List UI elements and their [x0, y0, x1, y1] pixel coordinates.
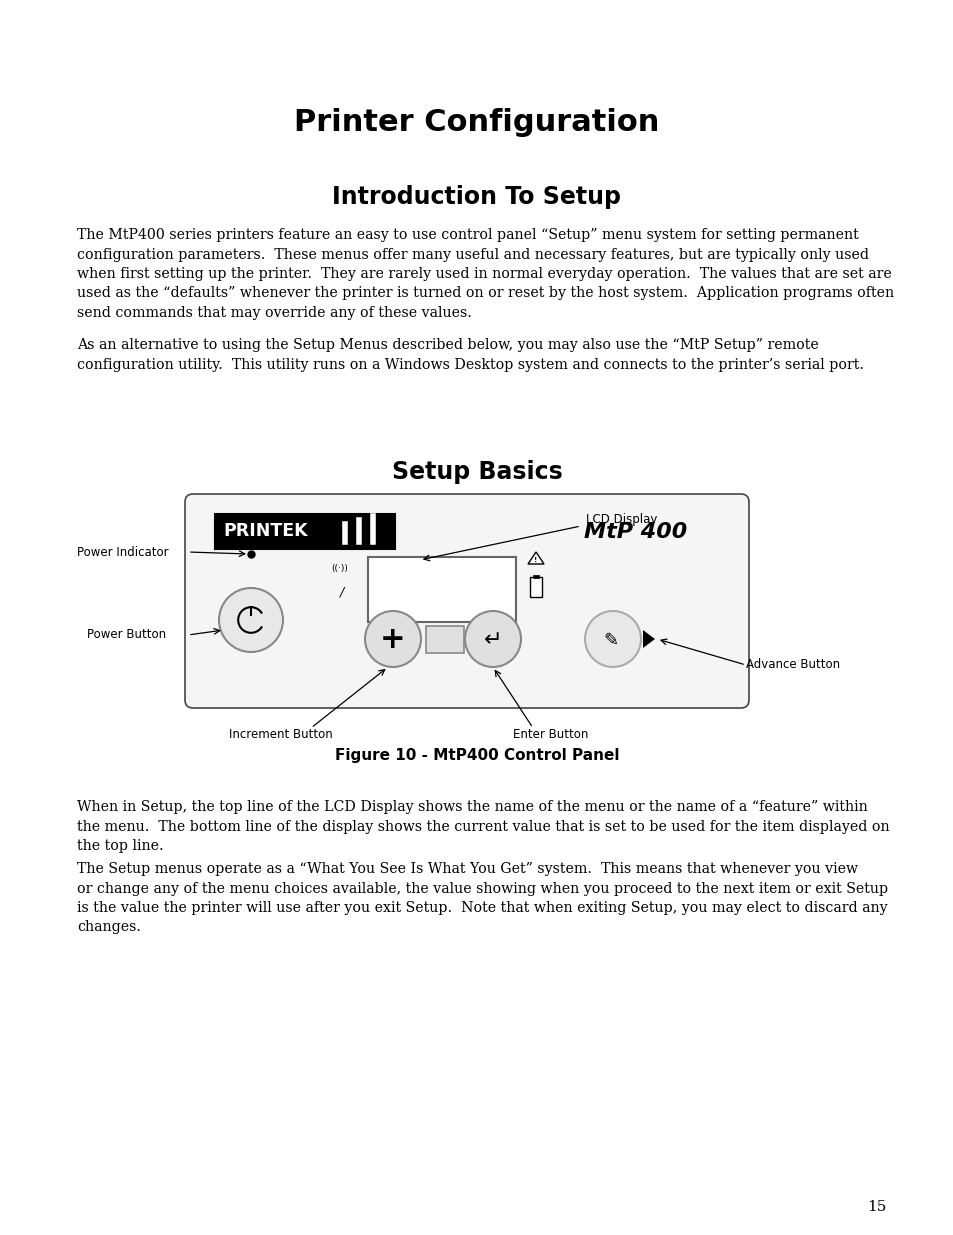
Text: +: +	[380, 625, 405, 653]
Text: PRINTEK: PRINTEK	[223, 522, 307, 541]
Text: The Setup menus operate as a “What You See Is What You Get” system.  This means : The Setup menus operate as a “What You S…	[77, 862, 858, 876]
Circle shape	[584, 611, 640, 667]
Text: changes.: changes.	[77, 920, 141, 935]
Text: Introduction To Setup: Introduction To Setup	[333, 185, 620, 209]
Text: Enter Button: Enter Button	[513, 727, 588, 741]
Polygon shape	[642, 630, 655, 648]
Text: ✎: ✎	[603, 632, 618, 650]
Text: when first setting up the printer.  They are rarely used in normal everyday oper: when first setting up the printer. They …	[77, 267, 891, 282]
Text: MtP 400: MtP 400	[584, 521, 687, 541]
Text: configuration utility.  This utility runs on a Windows Desktop system and connec: configuration utility. This utility runs…	[77, 357, 863, 372]
Text: ((·)): ((·))	[332, 564, 348, 573]
Text: configuration parameters.  These menus offer many useful and necessary features,: configuration parameters. These menus of…	[77, 247, 868, 262]
Text: !: !	[534, 557, 537, 563]
Text: Power Button: Power Button	[87, 629, 166, 641]
Text: is the value the printer will use after you exit Setup.  Note that when exiting : is the value the printer will use after …	[77, 902, 886, 915]
Text: Setup Basics: Setup Basics	[392, 459, 561, 484]
Bar	[426, 626, 463, 653]
Text: Power Indicator: Power Indicator	[77, 546, 169, 558]
Circle shape	[219, 588, 283, 652]
Circle shape	[464, 611, 520, 667]
Text: or change any of the menu choices available, the value showing when you proceed : or change any of the menu choices availa…	[77, 882, 887, 895]
Text: Advance Button: Advance Button	[745, 658, 840, 672]
Bar	[533, 576, 538, 578]
FancyBboxPatch shape	[185, 494, 748, 708]
Text: When in Setup, the top line of the LCD Display shows the name of the menu or the: When in Setup, the top line of the LCD D…	[77, 800, 867, 814]
Bar	[214, 514, 395, 550]
Text: Printer Configuration: Printer Configuration	[294, 107, 659, 137]
Text: The MtP400 series printers feature an easy to use control panel “Setup” menu sys: The MtP400 series printers feature an ea…	[77, 228, 858, 242]
Text: /: /	[339, 585, 344, 599]
Text: Increment Button: Increment Button	[229, 727, 333, 741]
Text: the menu.  The bottom line of the display shows the current value that is set to: the menu. The bottom line of the display…	[77, 820, 889, 834]
Polygon shape	[527, 552, 543, 564]
Text: send commands that may override any of these values.: send commands that may override any of t…	[77, 306, 472, 320]
Circle shape	[365, 611, 420, 667]
Bar	[368, 557, 516, 622]
Text: ↵: ↵	[483, 630, 502, 650]
Text: LCD Display: LCD Display	[585, 514, 657, 526]
Bar	[530, 577, 541, 597]
Text: 15: 15	[866, 1200, 885, 1214]
Text: As an alternative to using the Setup Menus described below, you may also use the: As an alternative to using the Setup Men…	[77, 338, 818, 352]
Text: the top line.: the top line.	[77, 839, 164, 853]
Text: used as the “defaults” whenever the printer is turned on or reset by the host sy: used as the “defaults” whenever the prin…	[77, 287, 893, 300]
Text: Figure 10 - MtP400 Control Panel: Figure 10 - MtP400 Control Panel	[335, 748, 618, 763]
